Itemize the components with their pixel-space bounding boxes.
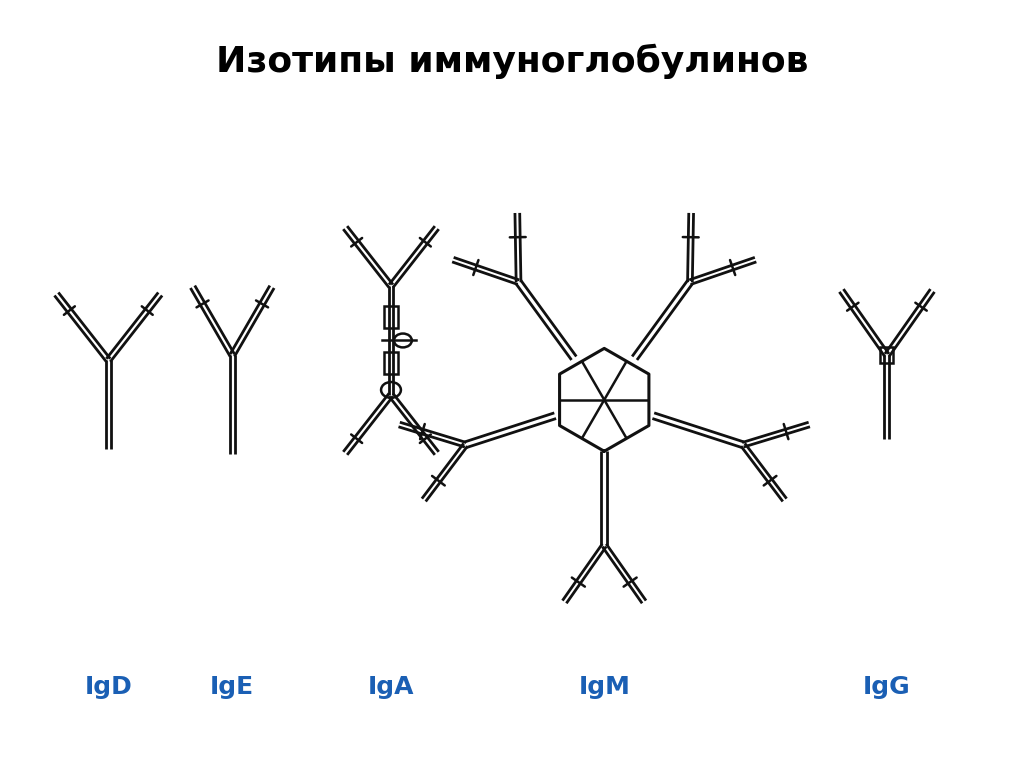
Bar — [881, 347, 893, 364]
Ellipse shape — [381, 382, 401, 398]
Text: IgE: IgE — [210, 675, 254, 699]
Text: IgA: IgA — [368, 675, 415, 699]
Text: IgD: IgD — [84, 675, 132, 699]
Text: IgG: IgG — [863, 675, 910, 699]
Bar — [384, 352, 398, 374]
Text: Изотипы иммуноглобулинов: Изотипы иммуноглобулинов — [216, 44, 808, 79]
Bar — [384, 306, 398, 328]
Text: IgM: IgM — [579, 675, 630, 699]
Ellipse shape — [394, 334, 412, 347]
